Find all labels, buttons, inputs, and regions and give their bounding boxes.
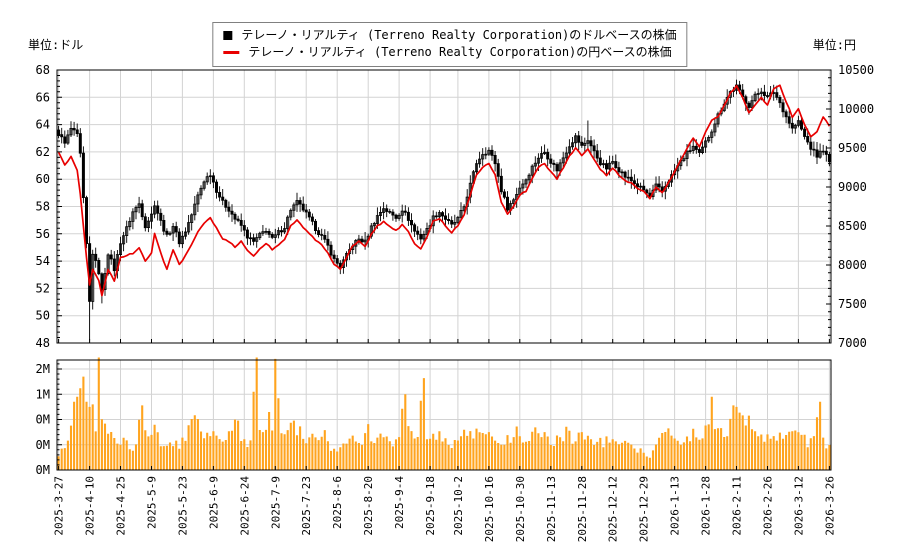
volume-axis-tick-label: 1M <box>36 387 50 401</box>
date-tick-label: 2025-10-2 <box>452 476 465 536</box>
volume-axis-tick-label: 0M <box>36 463 50 477</box>
date-tick-label: 2025-10-16 <box>483 476 496 542</box>
left-axis-tick-label: 52 <box>36 281 50 295</box>
date-tick-label: 2026-1-28 <box>700 476 713 536</box>
volume-axis-tick-label: 0M <box>36 438 50 452</box>
left-axis-tick-label: 48 <box>36 336 50 350</box>
volume-plot-border <box>56 359 832 471</box>
left-axis-tick-label: 50 <box>36 309 50 323</box>
legend: テレーノ・リアルティ (Terreno Realty Corporation)の… <box>212 22 688 67</box>
legend-label-yen: テレーノ・リアルティ (Terreno Realty Corporation)の… <box>248 45 672 59</box>
date-tick-label: 2025-5-9 <box>146 476 159 529</box>
date-tick-label: 2025-11-13 <box>545 476 558 542</box>
date-tick-label: 2025-8-20 <box>362 476 375 536</box>
date-tick-label: 2025-9-4 <box>393 476 406 529</box>
right-axis-tick-label: 8500 <box>838 219 867 233</box>
price-left-axis-labels: 68 66 64 62 60 58 56 54 52 50 48 <box>36 63 50 350</box>
date-tick-label: 2025-6-24 <box>238 476 251 536</box>
price-right-axis-labels: 10500 10000 9500 9000 8500 8000 7500 7000 <box>838 63 874 350</box>
right-axis-tick-label: 8000 <box>838 258 867 272</box>
right-axis-tick-label: 10500 <box>838 63 874 77</box>
right-axis-tick-label: 7500 <box>838 297 867 311</box>
right-axis-tick-label: 10000 <box>838 102 874 116</box>
date-tick-label: 2025-7-9 <box>269 476 282 529</box>
right-axis-tick-label: 7000 <box>838 336 867 350</box>
volume-bars <box>57 357 831 470</box>
date-tick-label: 2025-6-9 <box>207 476 220 529</box>
date-tick-label: 2025-11-28 <box>576 476 589 542</box>
date-tick-label: 2025-9-18 <box>424 476 437 536</box>
date-tick-label: 2025-12-12 <box>607 476 620 542</box>
left-axis-tick-label: 62 <box>36 145 50 159</box>
left-axis-unit-label: 単位:ドル <box>28 38 84 52</box>
date-tick-label: 2026-3-12 <box>792 476 805 536</box>
yen-series-marker-icon <box>223 51 240 54</box>
candlestick-series <box>57 79 831 341</box>
candle-wicks <box>58 79 830 341</box>
date-tick-label: 2025-12-29 <box>638 476 651 542</box>
left-axis-tick-label: 68 <box>36 63 50 77</box>
legend-label-dollar: テレーノ・リアルティ (Terreno Realty Corporation)の… <box>241 28 677 42</box>
date-tick-label: 2025-10-30 <box>514 476 527 542</box>
left-axis-tick-label: 54 <box>36 254 50 268</box>
date-tick-label: 2025-4-25 <box>115 476 128 536</box>
dollar-series-marker-icon <box>223 31 233 40</box>
legend-item-dollar: テレーノ・リアルティ (Terreno Realty Corporation)の… <box>223 27 677 44</box>
right-axis-unit-label: 単位:円 <box>812 38 856 52</box>
left-axis-tick-label: 56 <box>36 227 50 241</box>
axis-ticks <box>57 69 831 471</box>
date-tick-label: 2025-8-6 <box>331 476 344 529</box>
left-axis-tick-label: 64 <box>36 118 50 132</box>
date-tick-label: 2025-7-23 <box>300 476 313 536</box>
right-axis-tick-label: 9500 <box>838 141 867 155</box>
left-axis-tick-label: 66 <box>36 90 50 104</box>
volume-axis-tick-label: 2M <box>36 362 50 376</box>
date-tick-label: 2026-1-13 <box>669 476 682 536</box>
date-tick-label: 2025-4-10 <box>84 476 97 536</box>
date-tick-label: 2025-5-23 <box>176 476 189 536</box>
left-axis-tick-label: 58 <box>36 200 50 214</box>
date-tick-label: 2025-3-27 <box>53 476 66 536</box>
legend-item-yen: テレーノ・リアルティ (Terreno Realty Corporation)の… <box>223 44 676 61</box>
volume-axis-tick-label: 0M <box>36 413 50 427</box>
date-tick-label: 2026-2-26 <box>762 476 775 536</box>
yen-line-series <box>57 84 831 297</box>
left-axis-tick-label: 60 <box>36 172 50 186</box>
volume-axis-labels: 2M 1M 0M 0M 0M <box>36 362 50 477</box>
date-tick-label: 2026-2-11 <box>731 476 744 536</box>
date-tick-label: 2026-3-26 <box>823 476 836 536</box>
date-axis-labels: 2025-3-27 2025-4-10 2025-4-25 2025-5-9 2025-… <box>53 476 837 543</box>
right-axis-tick-label: 9000 <box>838 180 867 194</box>
